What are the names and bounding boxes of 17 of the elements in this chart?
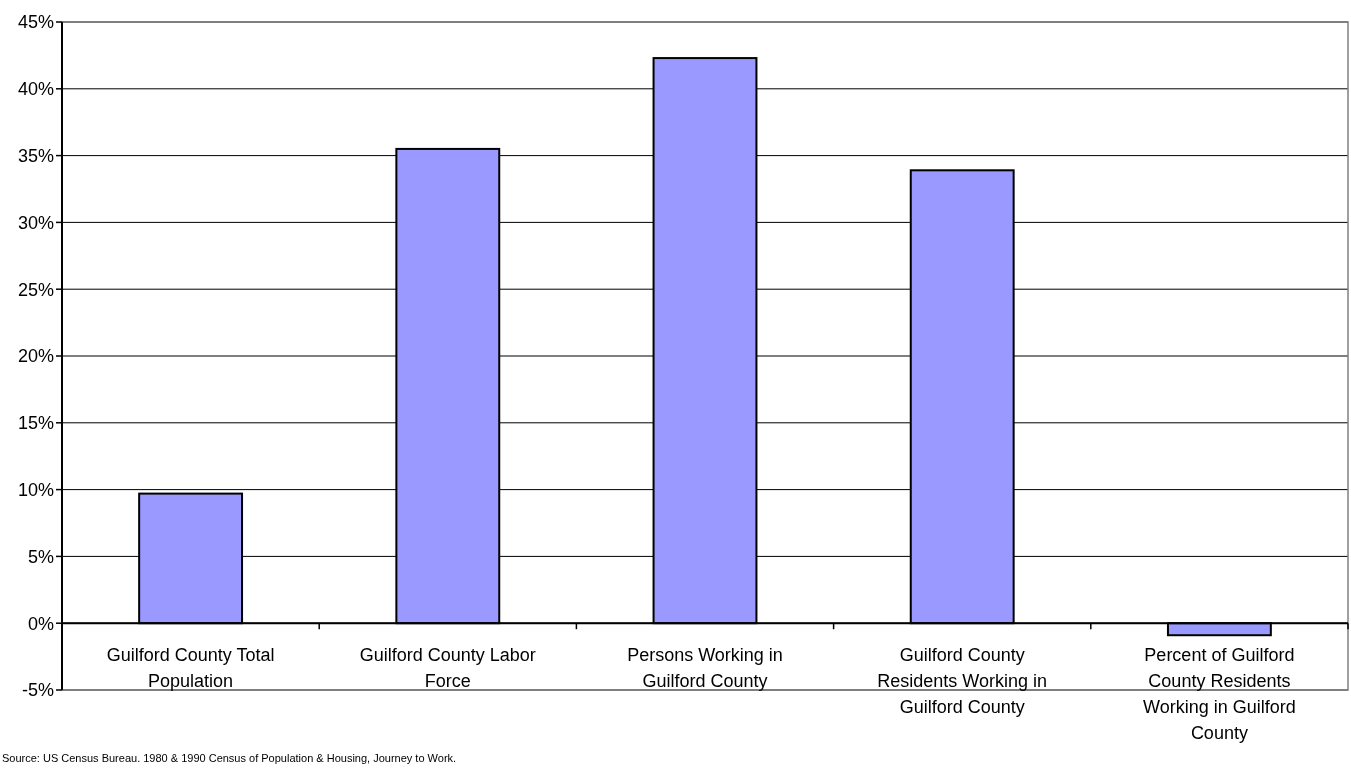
y-tick-label: -5%	[21, 680, 54, 701]
x-tick-label: Guilford County Residents Working in Guilford County	[877, 645, 1048, 718]
y-tick-label: 40%	[17, 79, 54, 100]
y-tick-label: 25%	[17, 279, 54, 300]
source-note: Source: US Census Bureau. 1980 & 1990 Census of Population & Housing, Journey to Work.	[2, 752, 457, 764]
x-tick-label: Percent of Guilford County Residents Working in Guilford County	[1143, 645, 1296, 744]
x-tick-label: Guilford County Labor Force	[359, 645, 536, 692]
y-tick-label: 15%	[17, 413, 54, 434]
y-tick-label: 45%	[17, 12, 54, 33]
y-tick-label: 5%	[27, 546, 54, 567]
y-tick-label: 20%	[17, 346, 54, 367]
y-tick-label: 30%	[17, 212, 54, 233]
x-tick-label: Guilford County Total Population	[106, 645, 275, 692]
y-tick-label: 0%	[27, 613, 54, 634]
y-tick-label: 10%	[17, 479, 54, 500]
x-tick-label: Persons Working in Guilford County	[627, 645, 783, 692]
y-tick-label: 35%	[17, 145, 54, 166]
